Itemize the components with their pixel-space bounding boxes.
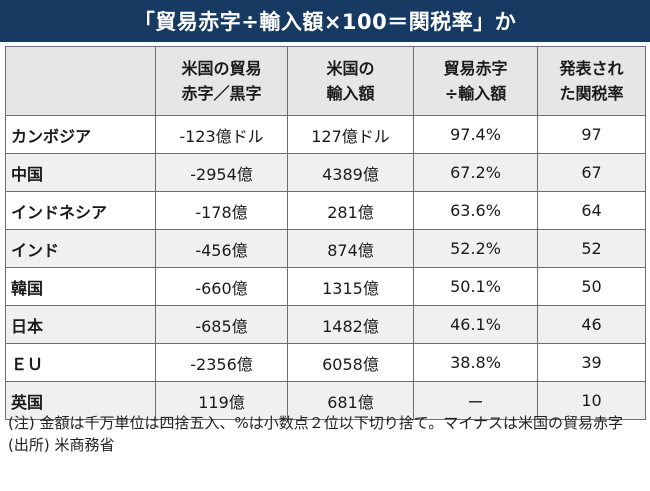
header-line: 米国の: [326, 59, 375, 78]
imports-cell: 6058億: [287, 343, 414, 382]
tariff-cell: 64: [537, 191, 646, 230]
country-cell: ＥＵ: [5, 343, 156, 382]
country-cell: 日本: [5, 305, 156, 344]
balance-cell: -2356億: [155, 343, 288, 382]
table-row: カンボジア -123億ドル 127億ドル 97.4% 97: [5, 115, 646, 154]
country-cell: インドネシア: [5, 191, 156, 230]
imports-cell: 1482億: [287, 305, 414, 344]
table-row: インドネシア -178億 281億 63.6% 64: [5, 191, 646, 230]
header-line: ÷輸入額: [444, 84, 507, 103]
balance-cell: -660億: [155, 267, 288, 306]
ratio-cell: 46.1%: [413, 305, 538, 344]
balance-cell: -123億ドル: [155, 115, 288, 154]
header-balance: 米国の貿易赤字／黒字: [155, 46, 288, 116]
table-row: ＥＵ -2356億 6058億 38.8% 39: [5, 343, 646, 382]
imports-cell: 127億ドル: [287, 115, 414, 154]
tariff-cell: 50: [537, 267, 646, 306]
imports-cell: 874億: [287, 229, 414, 268]
header-ratio: 貿易赤字 ÷輸入額: [413, 46, 538, 116]
ratio-cell: ー: [413, 381, 538, 420]
balance-cell: -2954億: [155, 153, 288, 192]
imports-cell: 281億: [287, 191, 414, 230]
imports-cell: 1315億: [287, 267, 414, 306]
table-row: 日本 -685億 1482億 46.1% 46: [5, 305, 646, 344]
tariff-table: 米国の貿易 赤字／黒字 米国の 輸入額 貿易赤字 ÷輸入額 発表され た関税率 カンボジア -1…: [5, 46, 646, 420]
country-cell: 韓国: [5, 267, 156, 306]
header-line: 輸入額: [326, 84, 375, 103]
header-line: 貿易赤字: [443, 59, 508, 78]
ratio-cell: 67.2%: [413, 153, 538, 192]
header-line: 発表され: [559, 59, 624, 78]
tariff-cell: 10: [537, 381, 646, 420]
header-line: た関税率: [559, 84, 624, 103]
header-imports: 米国の 輸入額: [287, 46, 414, 116]
country-cell: 中国: [5, 153, 156, 192]
imports-cell: 681億: [287, 381, 414, 420]
balance-cell: -685億: [155, 305, 288, 344]
imports-cell: 4389億: [287, 153, 414, 192]
tariff-cell: 39: [537, 343, 646, 382]
ratio-cell: 97.4%: [413, 115, 538, 154]
table-row: 韓国 -660億 1315億 50.1% 50: [5, 267, 646, 306]
note-text: (注) 金額は千万単位は四捨五入、%は小数点２位以下切り捨て。マイナスは米国の貿…: [8, 414, 623, 432]
country-cell: 英国: [5, 381, 156, 420]
header-line: 米国の貿易: [181, 59, 262, 78]
table-row: 中国 -2954億 4389億 67.2% 67: [5, 153, 646, 192]
table-row: 英国 119億 681億ー 10: [5, 381, 646, 420]
country-cell: インド: [5, 229, 156, 268]
tariff-cell: 52: [537, 229, 646, 268]
tariff-cell: 97: [537, 115, 646, 154]
page-title: 「貿易赤字÷輸入額×100＝関税率」か: [0, 0, 650, 42]
balance-cell: -178億: [155, 191, 288, 230]
table-row: インド -456億 874億 52.2% 52: [5, 229, 646, 268]
header-tariff: 発表され た関税率: [537, 46, 646, 116]
table-body: カンボジア -123億ドル 127億ドル 97.4% 97 中国 -2954億 4389億 67…: [5, 115, 646, 420]
footnotes: (注) 金額は千万単位は四捨五入、%は小数点２位以下切り捨て。マイナスは米国の貿…: [8, 412, 644, 456]
ratio-cell: 63.6%: [413, 191, 538, 230]
ratio-cell: 50.1%: [413, 267, 538, 306]
header-line: 赤字／黒字: [181, 84, 262, 103]
country-cell: カンボジア: [5, 115, 156, 154]
ratio-cell: 52.2%: [413, 229, 538, 268]
source-text: (出所) 米商務省: [8, 436, 115, 454]
ratio-cell: 38.8%: [413, 343, 538, 382]
balance-cell: -456億: [155, 229, 288, 268]
tariff-cell: 46: [537, 305, 646, 344]
header-country: [5, 46, 156, 116]
table-header-row: 米国の貿易 赤字／黒字 米国の 輸入額 貿易赤字 ÷輸入額 発表され た関税率: [5, 46, 646, 116]
tariff-cell: 67: [537, 153, 646, 192]
